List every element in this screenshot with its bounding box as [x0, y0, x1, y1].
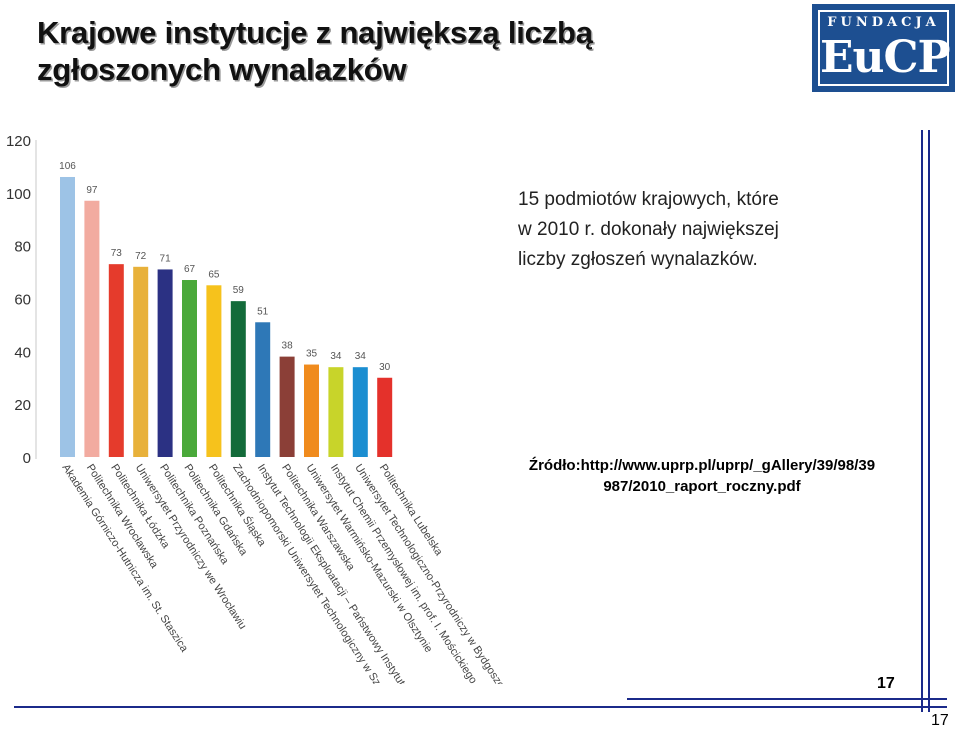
- description-line1: 15 podmiotów krajowych, które: [518, 189, 779, 210]
- source-line1: Źródło:http://www.uprp.pl/uprp/_gAllery/…: [528, 457, 876, 474]
- y-tick-label: 100: [6, 186, 31, 203]
- data-label: 106: [59, 161, 76, 172]
- data-label: 51: [257, 306, 269, 317]
- slide-title-line1: Krajowe instytucje z największą liczbą: [37, 15, 593, 50]
- data-labels: 106 97 73 72 71 67 65 59 51 38 35 34 34 30: [59, 161, 391, 373]
- bar: [133, 266, 149, 457]
- y-tick-label: 80: [14, 239, 31, 256]
- y-tick-label: 40: [14, 344, 31, 361]
- data-label: 65: [208, 269, 220, 280]
- description-line2: w 2010 r. dokonały największej: [518, 219, 779, 240]
- data-label: 59: [233, 285, 245, 296]
- bar: [230, 301, 246, 457]
- description-line3: liczby zgłoszeń wynalazków.: [518, 249, 758, 270]
- bar: [304, 364, 319, 457]
- data-label: 34: [355, 351, 367, 362]
- bar: [108, 264, 124, 457]
- bar: [60, 176, 75, 457]
- y-tick-label: 0: [23, 450, 31, 467]
- bar: [377, 377, 393, 457]
- data-label: 73: [111, 248, 123, 259]
- y-tick-label: 20: [14, 397, 31, 414]
- source-citation: Źródło:http://www.uprp.pl/uprp/_gAllery/…: [497, 455, 907, 497]
- page-number-inner: 17: [877, 675, 895, 692]
- logo-main-text: EuCP: [820, 32, 951, 83]
- category-labels: Akademia Górniczo-Hutnicza im. St. Stasz…: [59, 462, 512, 684]
- source-line2: 987/2010_raport_roczny.pdf: [603, 478, 801, 495]
- data-label: 67: [184, 264, 196, 275]
- decor-horizontal-line-2: [14, 706, 947, 708]
- y-tick-label: 120: [6, 133, 31, 150]
- data-label: 35: [306, 349, 318, 360]
- data-label: 71: [160, 253, 172, 264]
- data-label: 34: [330, 351, 342, 362]
- bar: [328, 367, 344, 457]
- description: 15 podmiotów krajowych, które w 2010 r. …: [518, 185, 858, 275]
- slide-title: Krajowe instytucje z największą liczbą z…: [37, 14, 593, 88]
- decor-vertical-line-1: [921, 130, 923, 712]
- page-number-outer: 17: [931, 712, 949, 729]
- bar: [352, 367, 368, 457]
- slide-title-line2: zgłoszonych wynalazków: [37, 52, 407, 87]
- bar: [255, 322, 271, 457]
- eucp-logo: FUNDACJA EuCP: [812, 4, 955, 92]
- bar-chart: 0 20 40 60 80 100 120 106 97 73 72 71 67 65 59 51 38 35 3…: [6, 133, 513, 684]
- data-label: 97: [86, 185, 98, 196]
- decor-horizontal-line-1: [627, 698, 947, 700]
- logo-frame: FUNDACJA EuCP: [818, 10, 951, 86]
- bar: [206, 285, 222, 457]
- y-tick-label: 60: [14, 292, 31, 309]
- bars: [60, 176, 393, 457]
- data-label: 72: [135, 251, 147, 262]
- data-label: 38: [282, 341, 294, 352]
- bar: [84, 200, 100, 457]
- decor-vertical-line-2: [928, 130, 930, 712]
- bar: [182, 280, 197, 457]
- bar: [157, 269, 173, 457]
- logo-top-text: FUNDACJA: [827, 15, 940, 30]
- bar: [279, 356, 295, 457]
- data-label: 30: [379, 362, 391, 373]
- y-axis: 0 20 40 60 80 100 120: [6, 133, 37, 467]
